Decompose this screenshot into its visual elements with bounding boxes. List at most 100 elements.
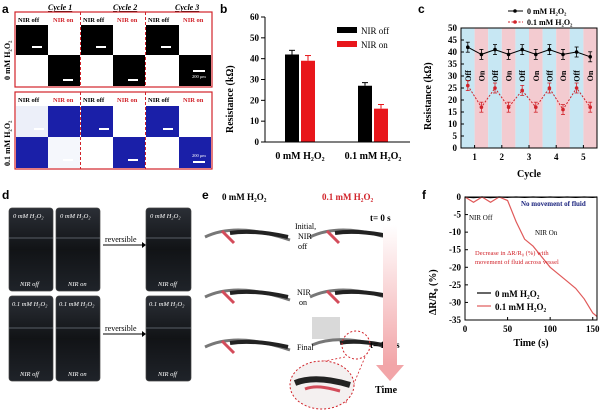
c-ytick-label: 50 [448, 23, 458, 33]
row2-label: 0.1 mM H₂O₂ [3, 120, 12, 166]
row2-nir-off-2: NIR off [83, 97, 105, 104]
f-ytick-label: -5 [454, 210, 462, 220]
b-bar [358, 85, 372, 142]
f-ytick-label: -30 [449, 297, 461, 307]
c-point [466, 45, 470, 49]
c-off-label: Off [518, 70, 527, 82]
b-ytick-label: 30 [250, 75, 260, 85]
e-row-initial: Initial, [295, 222, 316, 231]
c-xlabel: Cycle [517, 169, 541, 180]
c-off-label: Off [464, 70, 473, 82]
d-bl-label-3: 0.1 mM H₂O₂ [149, 301, 185, 308]
c-ytick-label: 0 [453, 143, 458, 153]
cycle-3-label: Cycle 3 [175, 3, 199, 12]
c-legend-1: 0.1 mM H₂O₂ [527, 18, 573, 27]
c-ytick-label: 15 [448, 107, 458, 117]
c-xtick-label: 2 [500, 152, 505, 162]
c-point [493, 47, 497, 52]
cycle-1-label: Cycle 1 [48, 3, 72, 12]
b-ytick-label: 20 [250, 95, 260, 105]
f-ytick-label: -25 [449, 280, 461, 290]
f-legend-0: 0 mM H₂O₂ [495, 289, 540, 299]
c-xtick-label: 3 [527, 152, 532, 162]
c-point [506, 105, 511, 109]
c-point [493, 86, 497, 90]
c-band-on [556, 28, 570, 148]
e-device-1-right [309, 228, 396, 245]
c-point [479, 52, 484, 57]
c-band-on [474, 28, 489, 148]
f-series-line [464, 196, 598, 317]
f-ytick-label: 0 [457, 192, 462, 202]
c-ytick-label: 30 [448, 71, 458, 81]
c-legend-0: 0 mM H₂O₂ [527, 7, 567, 16]
d-bl-nir-off-1: NIR off [19, 371, 40, 378]
c-ytick-label: 10 [448, 119, 458, 129]
c-ytick-label: 40 [448, 47, 458, 57]
c-xtick-label: 5 [581, 152, 586, 162]
c-ytick-label: 20 [448, 95, 458, 105]
e-device-3-right [311, 317, 396, 360]
c-point [561, 107, 565, 112]
row1-nir-off-3: NIR off [148, 17, 170, 24]
c-point [588, 105, 592, 109]
c-point [561, 52, 565, 57]
e-time-arrow [376, 225, 404, 381]
panel-d-label: d [2, 188, 10, 202]
panel-b-chart: Resistance (kΩ) 0 10 20 30 40 50 60 NIR off NI… [225, 12, 410, 162]
e-zoom-inset [289, 356, 366, 410]
row1-nir-off-1: NIR off [18, 17, 40, 24]
panel-e-label: e [202, 188, 209, 202]
f-xtick-label: 100 [543, 324, 557, 334]
f-xlabel: Time (s) [513, 338, 548, 349]
row2-nir-off-1: NIR off [18, 97, 40, 104]
row2-images [16, 106, 211, 168]
f-xtick-label: 50 [503, 324, 513, 334]
b-legend-on: NIR on [361, 40, 388, 50]
b-bar [301, 60, 315, 142]
f-frame [464, 196, 598, 321]
c-point [466, 83, 470, 88]
c-point [506, 52, 511, 57]
b-legend-swatch-on [337, 41, 357, 47]
c-band-on [583, 28, 597, 148]
b-bar [374, 108, 388, 142]
row1-nir-on-1: NIR on [53, 17, 74, 24]
b-ytick-label: 10 [250, 116, 260, 126]
c-on-label: On [532, 70, 541, 81]
e-device-2-left [204, 288, 291, 305]
f-decrease-2: movement of fluid across vessel [475, 259, 559, 266]
e-device-2-right [309, 288, 396, 305]
f-ytick-label: -35 [449, 315, 461, 325]
f-ytick-label: -15 [449, 245, 461, 255]
b-legend-off: NIR off [361, 26, 389, 36]
row1-scale-text: 200 μm [192, 74, 206, 79]
panel-e-figure: 0 mM H₂O₂ 0.1 mM H₂O₂ Initial, NIR off t… [204, 192, 404, 410]
row1-label: 0 mM H₂O₂ [3, 40, 12, 80]
d-tl-label-2: 0 mM H₂O₂ [60, 213, 91, 220]
panel-f-label: f [422, 188, 426, 202]
f-ytick-label: -20 [449, 262, 461, 272]
panel-b-label: b [220, 2, 228, 16]
f-nir-off: NIR Off [469, 214, 493, 222]
c-point [520, 88, 524, 93]
e-row-final: Final [297, 343, 314, 352]
e-row-nir-2: on [299, 298, 307, 307]
c-point [547, 86, 552, 90]
row2-nir-on-1: NIR on [53, 97, 74, 104]
c-off-label: Off [573, 70, 582, 82]
row1-frame [14, 11, 213, 88]
cycle-2-label: Cycle 2 [113, 3, 137, 12]
c-on-label: On [505, 70, 514, 81]
e-device-3-left [204, 338, 291, 355]
f-ylabel: ΔR/R₀ (%) [428, 269, 439, 315]
b-ytick-label: 60 [250, 12, 260, 22]
c-point [479, 105, 484, 109]
c-off-label: Off [491, 70, 500, 82]
f-ytick-label: -10 [449, 227, 461, 237]
c-xtick-label: 1 [472, 152, 477, 162]
panel-a-figure: Cycle 1 Cycle 2 Cycle 3 200 μm NIR off N… [3, 3, 213, 170]
f-xtick-label: 150 [586, 324, 600, 334]
b-cat-1: 0.1 mM H₂O₂ [345, 151, 402, 162]
panel-d-figure: 0 mM H₂O₂ 0 mM H₂O₂ 0 mM H₂O₂ NIR off NI… [8, 207, 192, 382]
